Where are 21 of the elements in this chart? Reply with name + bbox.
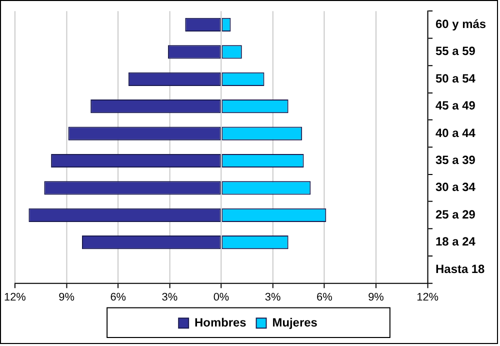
y-tick-label: 55 a 59 — [436, 44, 476, 58]
x-tick-label: 9% — [368, 292, 384, 304]
y-tick-label: 18 a 24 — [436, 234, 476, 249]
x-tick-label: 12% — [4, 292, 26, 304]
x-tick-label: 0% — [213, 292, 230, 304]
x-tick-label: 6% — [316, 292, 333, 304]
y-tick-label: 40 a 44 — [436, 126, 476, 140]
x-tick-label: 9% — [58, 292, 75, 304]
x-tick-label: 12% — [416, 292, 439, 304]
y-tick-label: 45 a 49 — [436, 98, 476, 113]
legend-label: Mujeres — [272, 315, 318, 330]
x-tick-label: 3% — [264, 292, 282, 304]
x-tick-label: 6% — [110, 292, 126, 304]
y-tick-label: 25 a 29 — [436, 207, 476, 222]
y-tick-label: 50 a 54 — [436, 71, 476, 86]
legend-label: Hombres — [194, 315, 247, 330]
y-tick-label: Hasta 18 — [436, 262, 486, 276]
y-tick-label: 35 a 39 — [436, 153, 476, 168]
y-tick-label: 30 a 34 — [436, 180, 476, 194]
y-tick-label: 60 y más — [436, 17, 486, 32]
x-tick-label: 3% — [162, 292, 178, 304]
